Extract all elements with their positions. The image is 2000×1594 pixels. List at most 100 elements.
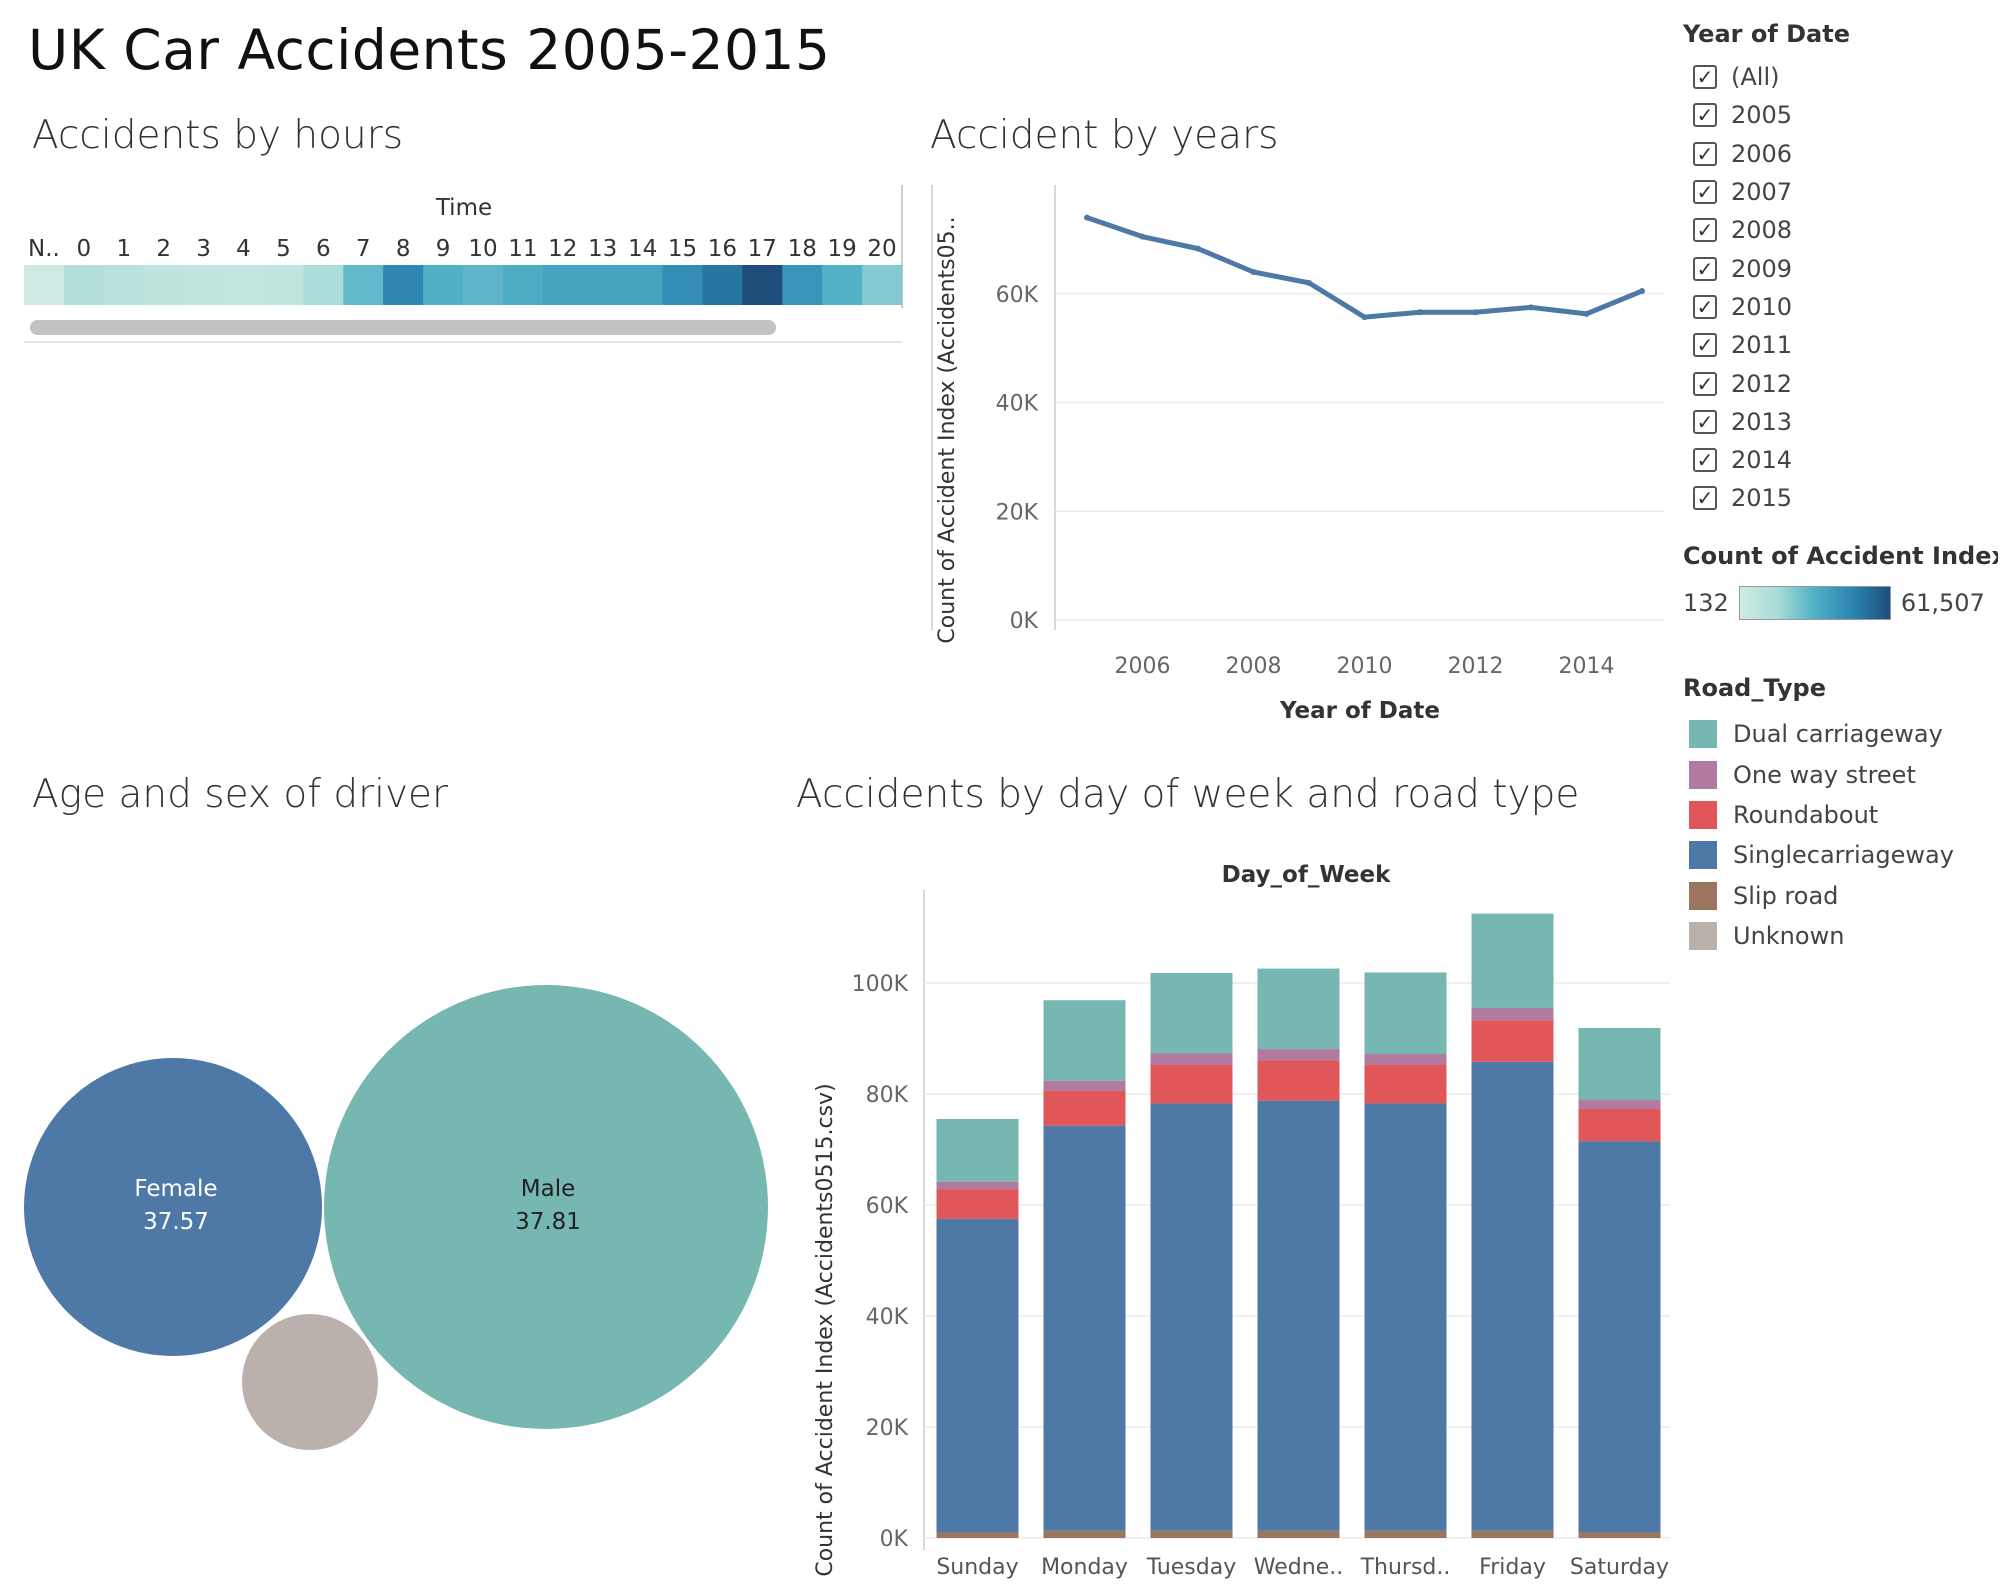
heatmap-cell[interactable] [423, 265, 464, 305]
bar-segment[interactable] [1257, 1060, 1340, 1101]
line-data-point[interactable] [1472, 309, 1479, 316]
checkbox-icon[interactable]: ✓ [1693, 103, 1717, 128]
heatmap-cell[interactable] [263, 265, 304, 305]
checkbox-icon[interactable]: ✓ [1693, 180, 1717, 205]
checkbox-icon[interactable]: ✓ [1693, 141, 1717, 166]
year-filter-option[interactable]: ✓ 2007 [1683, 173, 1993, 211]
bar-segment[interactable] [1578, 1099, 1661, 1109]
bar-segment[interactable] [1364, 1064, 1447, 1104]
bar-segment[interactable] [1150, 1064, 1233, 1104]
bar-segment[interactable] [1257, 1049, 1340, 1061]
heatmap-cell[interactable] [702, 265, 743, 305]
heatmap-cell[interactable] [662, 265, 703, 305]
accidents-line[interactable] [1086, 215, 1643, 320]
bar-segment[interactable] [1364, 1530, 1447, 1538]
heatmap-cell[interactable] [742, 265, 783, 305]
bar-segment[interactable] [1471, 1061, 1554, 1531]
heatmap-cell[interactable] [383, 265, 424, 305]
line-data-point[interactable] [1139, 233, 1146, 240]
checkbox-icon[interactable]: ✓ [1693, 294, 1717, 319]
years-line-chart[interactable]: 0K 20K 40K 60K 2006 2008 2010 2012 2014 Year of… [930, 180, 1670, 740]
checkbox-icon[interactable]: ✓ [1693, 448, 1717, 473]
road-type-legend-item[interactable]: Unknown [1683, 916, 1998, 956]
heatmap-cell[interactable] [143, 265, 185, 305]
bar-segment[interactable] [936, 1218, 1019, 1533]
checkbox-icon[interactable]: ✓ [1693, 333, 1717, 358]
bar-segment[interactable] [1364, 1054, 1447, 1065]
bar-segment[interactable] [1471, 913, 1554, 1008]
checkbox-icon[interactable]: ✓ [1693, 486, 1717, 511]
bar-segment[interactable] [936, 1181, 1019, 1190]
heatmap-cell[interactable] [502, 265, 544, 305]
heatmap-cell[interactable] [822, 265, 863, 305]
hours-heatmap[interactable]: Time N.. 0 1 2 3 4 5 6 7 8 9 10 11 12 13 14 15 16 17 18 19 20 [0, 180, 910, 350]
heatmap-cell[interactable] [63, 265, 105, 305]
year-filter-option[interactable]: ✓ 2012 [1683, 364, 1993, 402]
checkbox-icon[interactable]: ✓ [1693, 256, 1717, 281]
bar-segment[interactable] [1257, 1530, 1340, 1538]
year-filter-option[interactable]: ✓ 2008 [1683, 211, 1993, 249]
bar-segment[interactable] [1364, 972, 1447, 1055]
year-filter-option[interactable]: ✓ 2009 [1683, 249, 1993, 287]
heatmap-cell[interactable] [223, 265, 264, 305]
bar-segment[interactable] [1364, 1103, 1447, 1531]
checkbox-icon[interactable]: ✓ [1693, 218, 1717, 243]
bar-segment[interactable] [1578, 1141, 1661, 1533]
bar-segment[interactable] [1043, 1080, 1126, 1091]
line-data-point[interactable] [1528, 304, 1534, 311]
bar-segment[interactable] [1257, 1100, 1340, 1531]
line-data-point[interactable] [1583, 310, 1590, 317]
heatmap-cell[interactable] [862, 265, 903, 305]
bar-segment[interactable] [1150, 1053, 1233, 1065]
heatmap-cell[interactable] [622, 265, 664, 305]
line-data-point[interactable] [1250, 269, 1257, 275]
year-filter-option[interactable]: ✓ 2014 [1683, 441, 1993, 479]
line-data-point[interactable] [1306, 279, 1312, 286]
heatmap-cell[interactable] [782, 265, 823, 305]
bar-segment[interactable] [1043, 1000, 1126, 1081]
line-data-point[interactable] [1195, 245, 1201, 252]
checkbox-icon[interactable]: ✓ [1693, 65, 1717, 90]
heatmap-cell[interactable] [582, 265, 624, 305]
bar-segment[interactable] [1257, 968, 1340, 1050]
bar-segment[interactable] [1578, 1027, 1661, 1100]
year-filter-option[interactable]: ✓ 2013 [1683, 403, 1993, 441]
line-data-point[interactable] [1084, 214, 1090, 221]
checkbox-icon[interactable]: ✓ [1693, 371, 1717, 396]
heatmap-scrollbar[interactable] [30, 320, 776, 335]
year-filter-option[interactable]: ✓ 2015 [1683, 479, 1993, 517]
bar-segment[interactable] [936, 1189, 1019, 1219]
line-data-point[interactable] [1639, 288, 1645, 295]
year-filter-option[interactable]: ✓ (All) [1683, 58, 1993, 96]
bar-segment[interactable] [1043, 1125, 1126, 1531]
bar-segment[interactable] [1043, 1530, 1126, 1538]
bar-segment[interactable] [1471, 1007, 1554, 1021]
bar-segment[interactable] [1471, 1530, 1554, 1538]
road-type-legend-item[interactable]: Slip road [1683, 876, 1998, 916]
heatmap-cell[interactable] [343, 265, 384, 305]
dow-stacked-bar-chart[interactable]: Day_of_Week 0K 20K 40K 60K 80K 100K Sunday Mon… [800, 850, 1690, 1594]
road-type-legend-item[interactable]: Singlecarriageway [1683, 835, 1998, 875]
bar-segment[interactable] [1578, 1108, 1661, 1142]
heatmap-cell[interactable] [303, 265, 344, 305]
road-type-legend-item[interactable]: Roundabout [1683, 795, 1998, 835]
checkbox-icon[interactable]: ✓ [1693, 409, 1717, 434]
year-filter-option[interactable]: ✓ 2006 [1683, 135, 1993, 173]
year-filter-option[interactable]: ✓ 2011 [1683, 326, 1993, 364]
line-data-point[interactable] [1417, 309, 1423, 316]
bar-segment[interactable] [1471, 1020, 1554, 1062]
heatmap-cell[interactable] [103, 265, 145, 305]
bar-segment[interactable] [1150, 1103, 1233, 1531]
bar-segment[interactable] [936, 1118, 1019, 1182]
bar-segment[interactable] [1150, 1530, 1233, 1538]
road-type-legend-item[interactable]: Dual carriageway [1683, 714, 1998, 754]
bubble-male[interactable] [324, 985, 768, 1429]
heatmap-cell[interactable] [24, 265, 65, 305]
age-sex-bubble-chart[interactable]: Female 37.57 Male 37.81 [0, 960, 780, 1460]
road-type-legend-item[interactable]: One way street [1683, 754, 1998, 794]
heatmap-cell[interactable] [463, 265, 504, 305]
bubble-unknown[interactable] [242, 1314, 378, 1450]
year-filter-option[interactable]: ✓ 2010 [1683, 288, 1993, 326]
line-data-point[interactable] [1361, 314, 1368, 321]
bar-segment[interactable] [1578, 1532, 1661, 1538]
